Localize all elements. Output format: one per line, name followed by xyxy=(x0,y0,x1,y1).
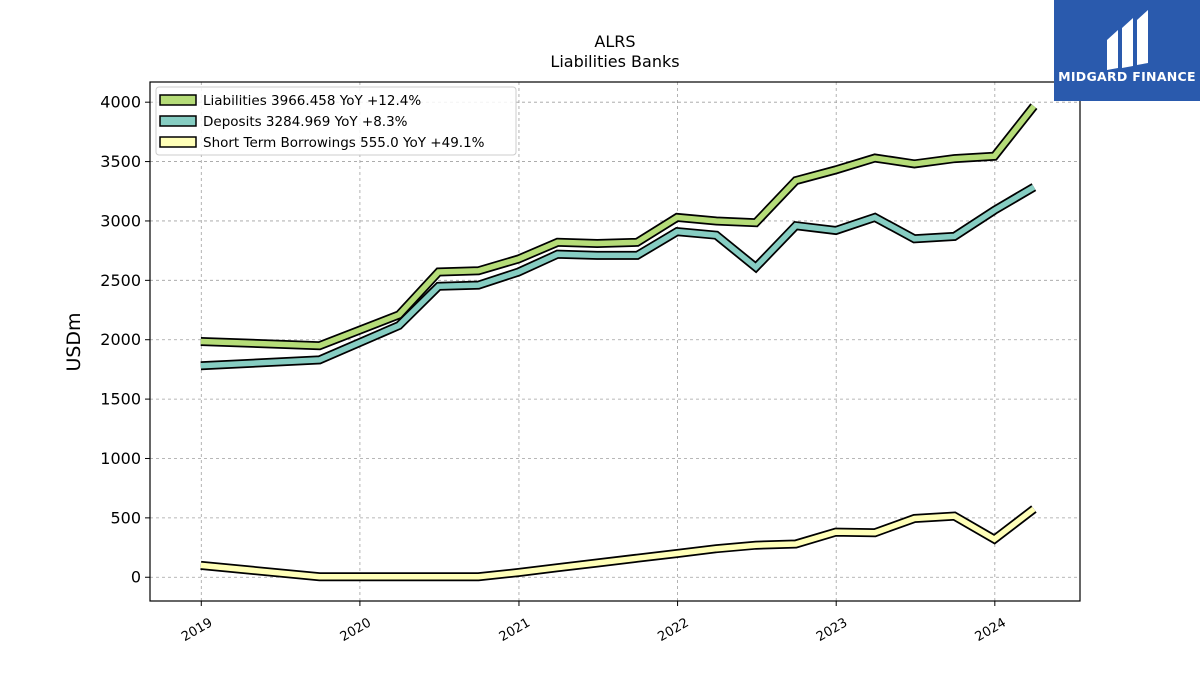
legend-swatch xyxy=(159,94,197,106)
chart-title: ALRS xyxy=(594,32,635,51)
y-axis: 0 500 1000 1500 2000 2500 3000 3500 4000 xyxy=(100,93,150,587)
series-layer xyxy=(200,103,1038,582)
y-tick-label: 1000 xyxy=(100,449,141,468)
y-axis-label: USDm xyxy=(63,312,85,371)
y-tick-label: 3500 xyxy=(100,152,141,171)
y-tick-label: 0 xyxy=(131,568,141,587)
series-line xyxy=(200,184,1036,369)
logo-mark-icon xyxy=(1107,10,1148,70)
grid xyxy=(150,82,1080,601)
y-tick-label: 3000 xyxy=(100,211,141,230)
chart-subtitle: Liabilities Banks xyxy=(550,52,679,71)
legend-swatch xyxy=(159,136,197,148)
logo-text: MIDGARD FINANCE xyxy=(1058,69,1196,84)
y-tick-label: 500 xyxy=(110,508,141,527)
y-tick-label: 2000 xyxy=(100,330,141,349)
logo: MIDGARD FINANCE xyxy=(1054,0,1200,101)
y-tick-label: 4000 xyxy=(100,93,141,112)
series-line xyxy=(200,104,1037,349)
series-deposits xyxy=(200,183,1037,371)
plot-frame xyxy=(149,81,1081,602)
legend-entry-label: Short Term Borrowings 555.0 YoY +49.1% xyxy=(203,135,485,151)
legend-box xyxy=(155,86,517,156)
series-line xyxy=(200,506,1036,580)
series-short-term-borrowings xyxy=(200,505,1037,582)
legend-swatch xyxy=(159,115,197,127)
legend: Liabilities 3966.458 YoY +12.4% Deposits … xyxy=(155,86,517,156)
legend-entry-label: Liabilities 3966.458 YoY +12.4% xyxy=(203,93,421,109)
series-liabilities xyxy=(200,103,1038,351)
y-tick-label: 1500 xyxy=(100,390,141,409)
y-tick-label: 2500 xyxy=(100,271,141,290)
legend-entry-label: Deposits 3284.969 YoY +8.3% xyxy=(203,114,408,130)
